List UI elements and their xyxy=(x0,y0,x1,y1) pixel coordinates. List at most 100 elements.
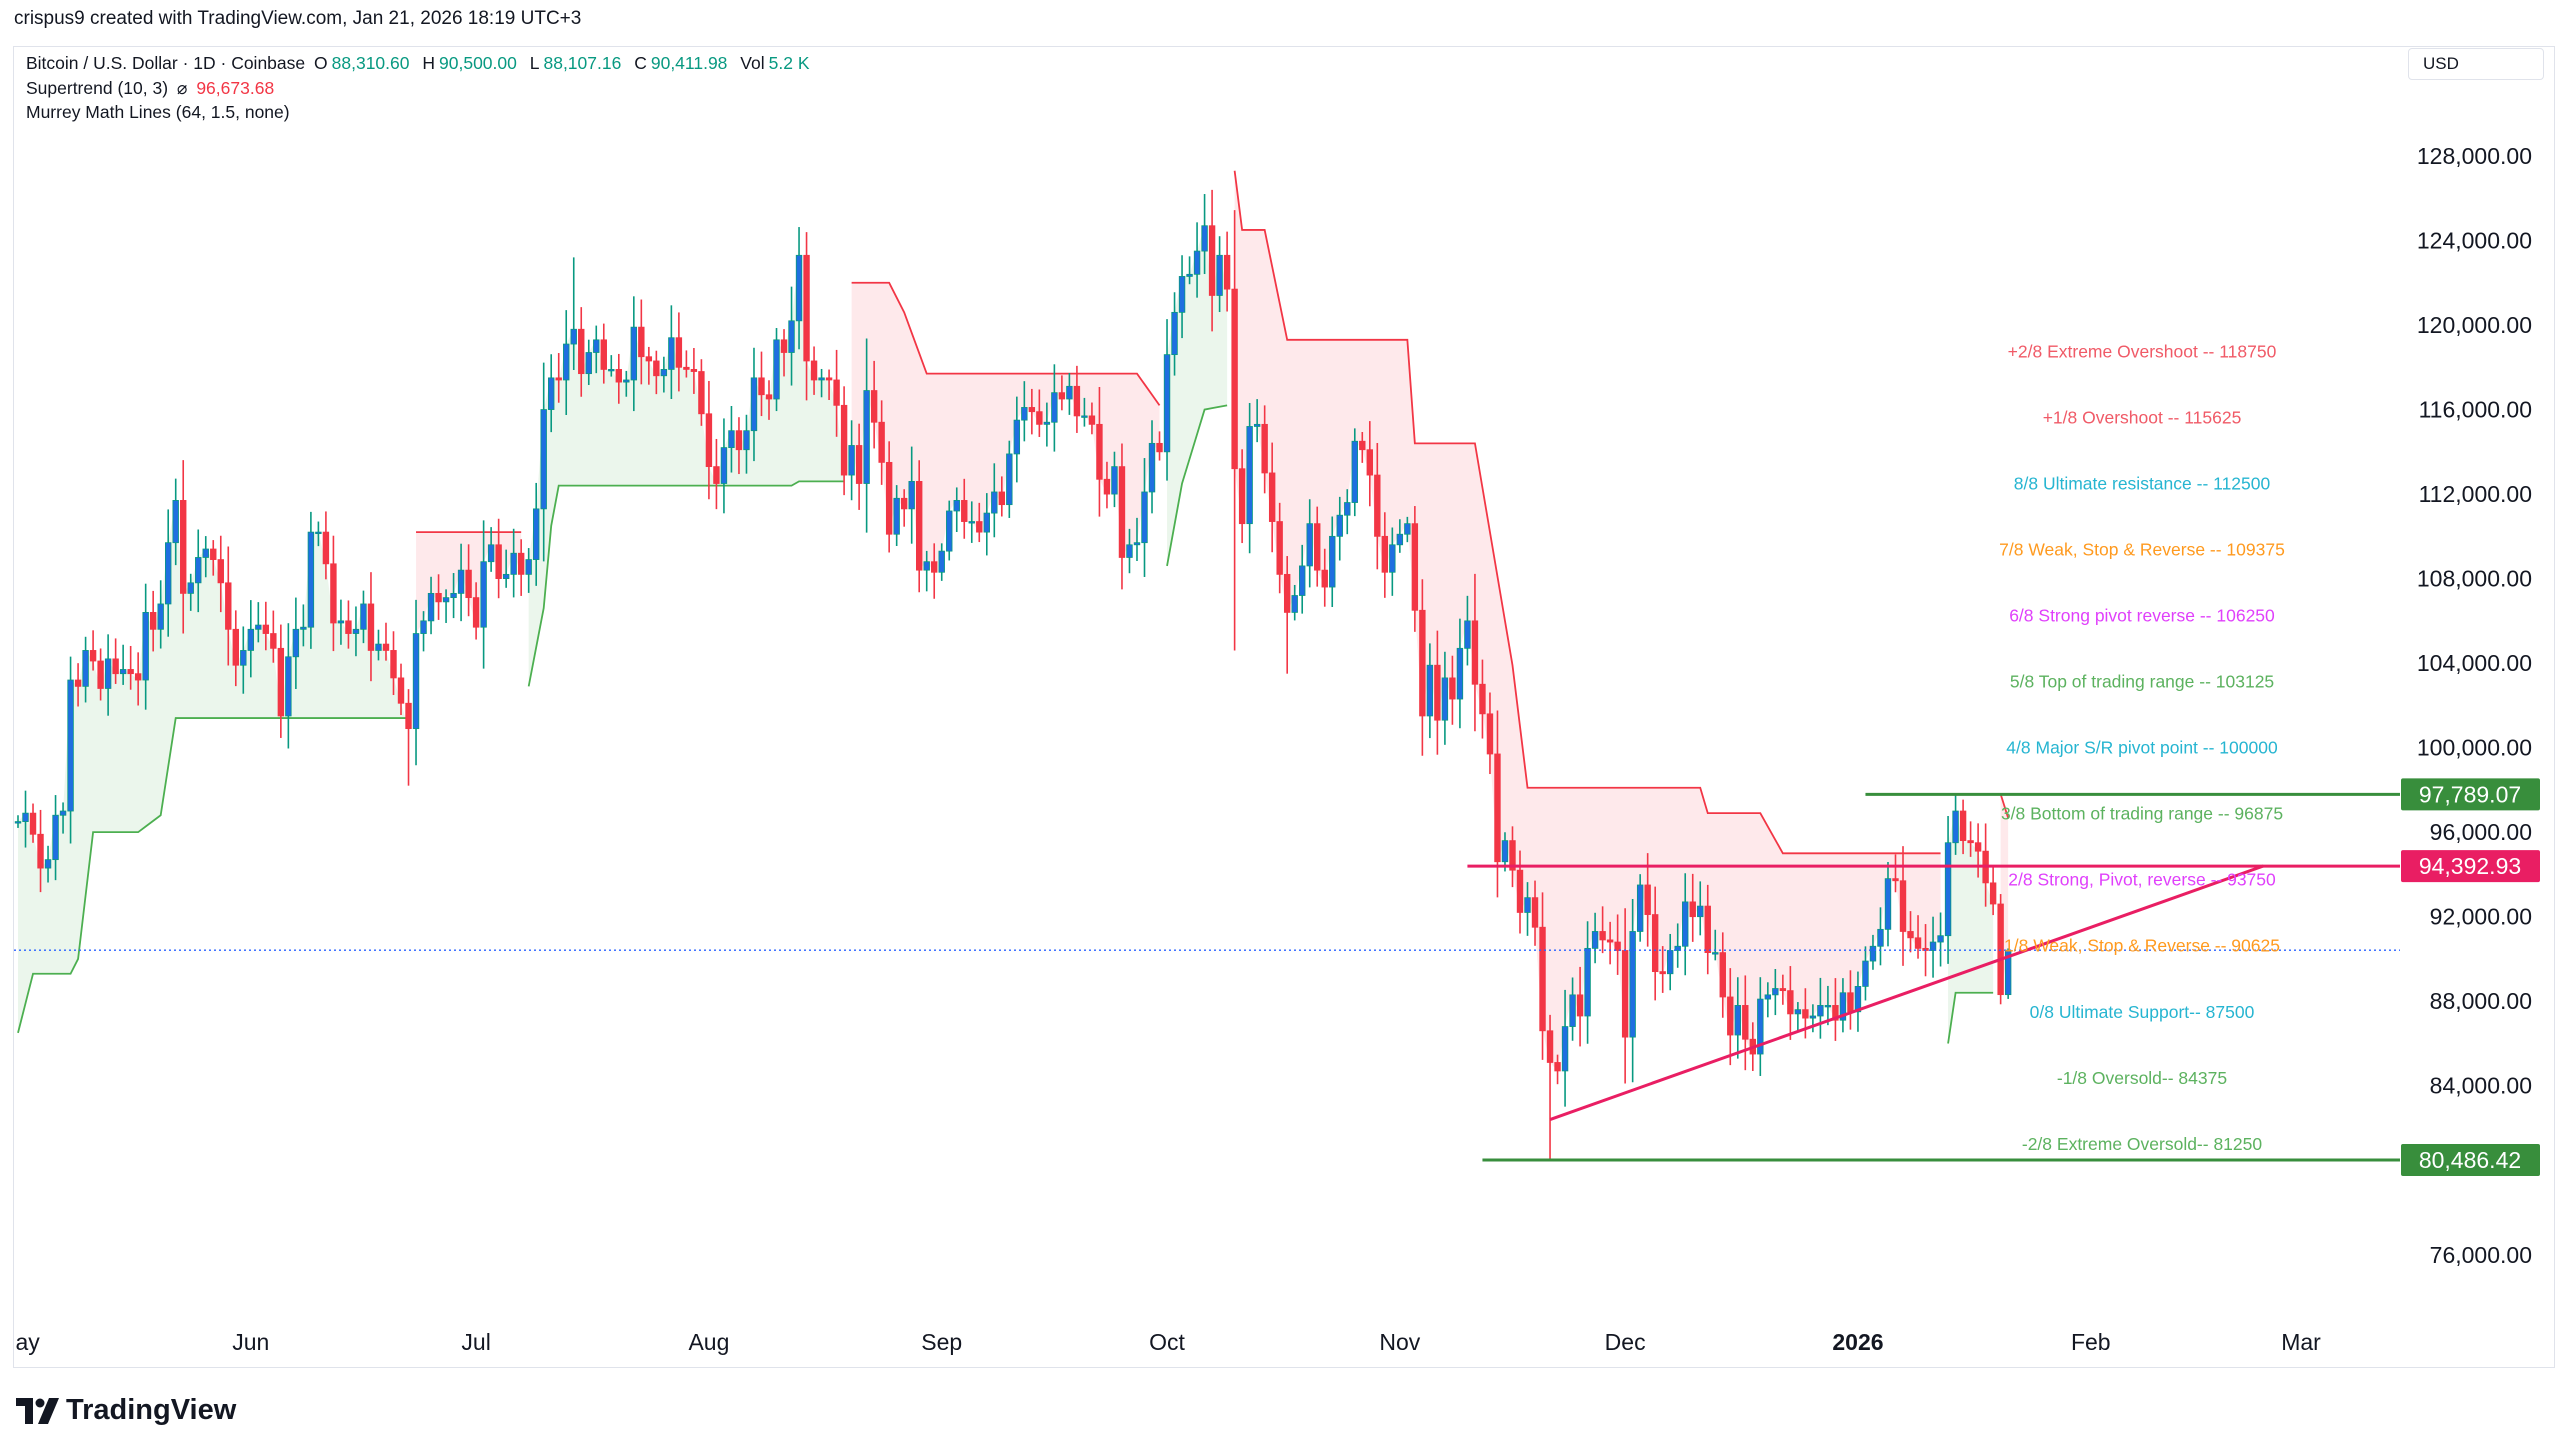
candle-up xyxy=(1877,928,1884,947)
candle-down xyxy=(870,390,878,423)
candle-down xyxy=(465,569,472,599)
candle-down xyxy=(780,339,788,353)
candle-up xyxy=(1021,407,1028,421)
candle-up xyxy=(412,633,420,730)
candle-up xyxy=(938,550,945,573)
legend-supertrend-row[interactable]: Supertrend (10, 3) ⌀ 96,673.68 xyxy=(26,76,818,101)
candle-down xyxy=(578,328,585,375)
murrey-level-label: +1/8 Overshoot -- 115625 xyxy=(2043,407,2242,427)
legend-high-value: 90,500.00 xyxy=(439,53,517,73)
candle-up xyxy=(1426,664,1434,717)
candle-up xyxy=(743,430,750,451)
candle-up xyxy=(442,597,450,603)
candle-down xyxy=(382,643,390,651)
candle-down xyxy=(472,597,480,628)
price-tag-label: 94,392.93 xyxy=(2419,853,2521,879)
currency-selector[interactable]: USD xyxy=(2408,48,2544,80)
supertrend-lines xyxy=(17,170,2010,1044)
legend-murrey-row[interactable]: Murrey Math Lines (64, 1.5, none) xyxy=(26,100,818,125)
candle-up xyxy=(1884,878,1892,930)
candle-up xyxy=(255,624,262,630)
candle-up xyxy=(22,812,29,822)
candle-down xyxy=(1208,225,1216,296)
candle-up xyxy=(1336,514,1343,537)
time-axis[interactable]: May Jun Jul Aug Sep Oct Nov Dec 2026 Feb Mar xyxy=(0,1329,2321,1355)
candle-up xyxy=(1456,647,1464,700)
murrey-labels: +2/8 Extreme Overshoot -- 118750 +1/8 Ove… xyxy=(1999,341,2285,1153)
candle-up xyxy=(1697,905,1704,918)
legend-high-label: H xyxy=(422,53,436,73)
candle-up xyxy=(1682,901,1689,947)
candle-up xyxy=(1201,225,1208,252)
candle-up xyxy=(187,582,194,594)
candle-down xyxy=(1471,620,1479,685)
murrey-level-label: 2/8 Strong, Pivot, reverse -- 93750 xyxy=(2008,870,2276,890)
candle-down xyxy=(1314,523,1321,571)
candle-up xyxy=(1043,421,1051,425)
candle-up xyxy=(420,620,427,634)
candle-up xyxy=(1561,1026,1569,1072)
candle-down xyxy=(1366,449,1373,476)
candle-down xyxy=(29,812,37,835)
candle-down xyxy=(1419,609,1426,717)
candle-down xyxy=(1096,423,1103,480)
price-axis[interactable]: 128,000.00 124,000.00 120,000.00 116,000.00… xyxy=(2417,143,2532,1268)
candle-up xyxy=(1569,994,1576,1027)
price-tags: 97,789.07 94,392.93 80,486.42 xyxy=(2401,778,2540,1176)
candle-up xyxy=(1253,423,1261,427)
candle-up xyxy=(1734,1005,1741,1036)
supertrend-line-down xyxy=(851,281,1161,406)
candle-down xyxy=(1268,472,1276,522)
candle-down xyxy=(330,563,337,624)
candle-up xyxy=(1764,994,1772,1000)
candle-up xyxy=(1772,988,1779,996)
candle-up xyxy=(1944,842,1952,937)
candle-down xyxy=(1576,994,1584,1017)
chart-frame[interactable] xyxy=(13,46,2555,1368)
candle-down xyxy=(810,360,818,381)
candle-up xyxy=(548,377,555,410)
supertrend-fill-up xyxy=(18,500,409,1033)
candle-down xyxy=(134,673,142,681)
candle-up xyxy=(307,531,315,628)
candle-down xyxy=(37,833,44,869)
murrey-level-label: 1/8 Weak, Stop & Reverse -- 90625 xyxy=(2004,936,2280,956)
legend-volume-label: Vol xyxy=(740,53,765,73)
candle-up xyxy=(1584,947,1591,1017)
candle-down xyxy=(1411,523,1419,611)
murrey-level-label: 8/8 Ultimate resistance -- 112500 xyxy=(2014,474,2271,494)
candle-down xyxy=(1509,840,1516,871)
candle-up xyxy=(593,339,600,353)
candle-up xyxy=(668,337,675,370)
price-axis-label: 96,000.00 xyxy=(2430,819,2532,845)
price-tag-label: 97,789.07 xyxy=(2419,781,2521,807)
murrey-level-label: 7/8 Weak, Stop & Reverse -- 109375 xyxy=(1999,540,2285,560)
candle-down xyxy=(998,491,1006,506)
price-tag-label: 80,486.42 xyxy=(2419,1147,2521,1173)
candle-down xyxy=(1479,683,1486,715)
candle-down xyxy=(1321,569,1328,588)
candle-up xyxy=(1389,544,1396,573)
candle-up xyxy=(172,500,179,544)
candle-down xyxy=(1787,990,1794,1015)
candle-down xyxy=(210,548,217,560)
candle-up xyxy=(2004,949,2012,996)
tradingview-logo[interactable]: TradingView xyxy=(16,1394,236,1427)
candle-down xyxy=(833,379,840,406)
candle-up xyxy=(728,430,735,448)
supertrend-line-up xyxy=(17,717,409,1034)
price-tag xyxy=(2401,850,2540,883)
candle-down xyxy=(976,521,983,533)
candle-up xyxy=(1824,1005,1832,1008)
candle-up xyxy=(1629,931,1636,1038)
candle-up xyxy=(427,592,435,622)
candle-up xyxy=(1013,419,1021,455)
candle-up xyxy=(1051,392,1058,423)
candle-down xyxy=(435,592,442,603)
candle-up xyxy=(1299,565,1306,596)
candle-up xyxy=(1862,960,1869,987)
candle-up xyxy=(1854,986,1862,1013)
